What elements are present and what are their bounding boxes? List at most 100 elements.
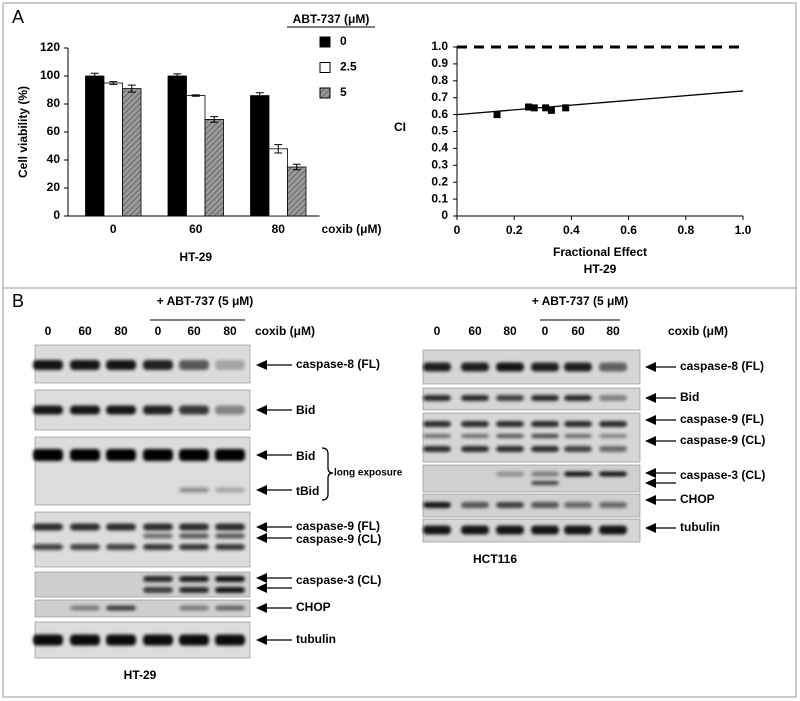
point <box>542 104 550 112</box>
y-tick-label: 0.8 <box>431 73 448 87</box>
arrow-head <box>256 450 267 460</box>
band <box>564 471 592 477</box>
exposure-note: long exposure <box>334 468 403 479</box>
band <box>106 449 136 461</box>
legend-label: 0 <box>340 34 347 48</box>
band <box>461 502 489 508</box>
band <box>496 502 524 508</box>
chart-subtitle: HT-29 <box>584 262 617 276</box>
band-label: caspase-9 (CL) <box>680 433 765 447</box>
band <box>106 634 136 646</box>
band <box>531 525 559 535</box>
y-tick-label: 0.7 <box>431 90 448 104</box>
band <box>531 421 559 427</box>
band <box>143 533 173 539</box>
band <box>70 605 100 611</box>
x-tick-label: 80 <box>272 222 286 236</box>
band <box>179 544 209 550</box>
arrow-head <box>645 468 656 478</box>
band <box>461 446 489 452</box>
band <box>179 587 209 593</box>
band <box>496 471 524 477</box>
error-bar <box>292 163 301 171</box>
bar <box>122 88 142 217</box>
y-tick-label: 60 <box>47 124 61 138</box>
band-label: caspase-9 (FL) <box>680 412 764 426</box>
arrow-head <box>256 583 267 593</box>
y-tick-label: 40 <box>47 152 61 166</box>
band <box>179 449 209 461</box>
band-label: tBid <box>296 484 319 498</box>
band-label: caspase-9 (CL) <box>296 532 381 546</box>
bar <box>85 75 105 217</box>
treatment-label: + ABT-737 (5 μM) <box>157 294 254 308</box>
point <box>547 106 555 114</box>
band <box>531 481 559 485</box>
band <box>564 446 592 452</box>
arrow-head <box>645 478 656 488</box>
point <box>530 104 538 112</box>
band <box>461 362 489 372</box>
error-bar <box>255 92 264 99</box>
band <box>599 446 627 452</box>
band-label: Bid <box>296 449 315 463</box>
arrow-head <box>645 495 656 505</box>
blot-strip <box>34 511 251 568</box>
band <box>461 525 489 535</box>
band <box>215 360 245 370</box>
lane-label: 60 <box>571 324 585 338</box>
band <box>215 523 245 531</box>
y-tick-label: 120 <box>40 40 60 54</box>
cell-line: HCT116 <box>473 552 517 566</box>
band <box>179 533 209 539</box>
arrow-head <box>645 393 656 403</box>
y-tick-label: 0.1 <box>431 191 448 205</box>
band <box>496 395 524 401</box>
band <box>143 576 173 582</box>
point <box>562 104 570 112</box>
bar <box>250 95 270 217</box>
arrow-head <box>256 635 267 645</box>
error-bar <box>274 144 283 154</box>
band <box>531 471 559 477</box>
y-axis-label: CI <box>394 120 406 134</box>
band <box>70 405 100 415</box>
band <box>423 446 451 452</box>
brace <box>321 447 334 501</box>
band <box>215 405 245 415</box>
band <box>564 525 592 535</box>
band <box>564 362 592 372</box>
y-tick-label: 0.6 <box>431 107 448 121</box>
arrow-head <box>256 522 267 532</box>
band <box>70 523 100 531</box>
band <box>564 502 592 508</box>
error-bar <box>90 72 99 80</box>
band <box>179 605 209 611</box>
error-bar <box>191 94 200 97</box>
cell-line: HT-29 <box>124 668 157 682</box>
blot-strip <box>34 571 251 598</box>
point <box>525 103 532 111</box>
arrow-head <box>645 415 656 425</box>
band <box>33 360 63 370</box>
band <box>179 634 209 646</box>
lane-label: 0 <box>434 324 441 338</box>
x-tick-label: 0.2 <box>506 223 523 237</box>
lane-label: 80 <box>503 324 517 338</box>
band <box>106 523 136 531</box>
band <box>143 634 173 646</box>
x-tick-label: 0.4 <box>563 223 580 237</box>
band <box>143 449 173 461</box>
band <box>423 525 451 535</box>
chart-subtitle: HT-29 <box>179 250 212 264</box>
band <box>215 533 245 539</box>
lane-unit: coxib (μM) <box>255 324 315 338</box>
bar <box>167 75 187 217</box>
band <box>70 634 100 646</box>
bar <box>186 95 206 217</box>
band <box>143 523 173 531</box>
arrow-head <box>256 405 267 415</box>
x-tick-label: 1.0 <box>735 223 752 237</box>
band <box>423 502 451 508</box>
